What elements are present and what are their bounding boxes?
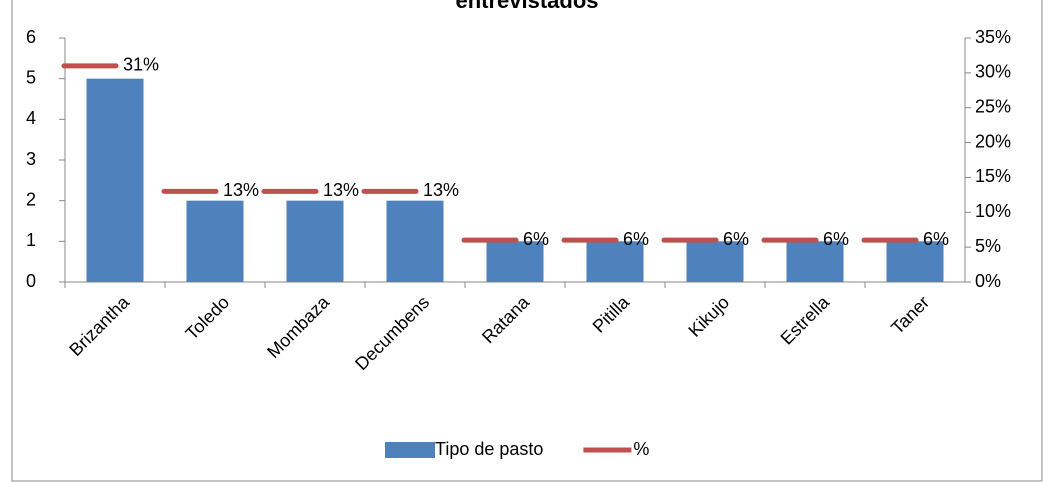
data-label: 6%: [523, 229, 549, 249]
bar: [486, 241, 544, 282]
bar: [686, 241, 744, 282]
bar: [186, 200, 244, 282]
bar: [86, 78, 144, 283]
y2-tick-label: 5%: [975, 236, 1001, 256]
y-tick-label: 3: [26, 149, 36, 169]
y-tick-label: 4: [26, 108, 36, 128]
bar: [286, 200, 344, 282]
data-label: 6%: [623, 229, 649, 249]
y2-tick-label: 35%: [975, 27, 1011, 47]
y2-tick-label: 15%: [975, 166, 1011, 186]
y2-tick-label: 30%: [975, 62, 1011, 82]
bar: [386, 200, 444, 282]
bar: [886, 241, 944, 282]
data-label: 13%: [223, 180, 259, 200]
y-tick-label: 2: [26, 189, 36, 209]
data-label: 6%: [723, 229, 749, 249]
data-label: 13%: [323, 180, 359, 200]
chart-title: entrevistados: [455, 0, 598, 13]
data-label: 31%: [123, 55, 159, 75]
bar: [586, 241, 644, 282]
y-tick-label: 0: [26, 271, 36, 291]
y2-tick-label: 20%: [975, 131, 1011, 151]
y2-tick-label: 25%: [975, 96, 1011, 116]
y-tick-label: 5: [26, 67, 36, 87]
y-tick-label: 1: [26, 230, 36, 250]
bar: [786, 241, 844, 282]
data-label: 6%: [923, 229, 949, 249]
legend-swatch: [385, 442, 435, 458]
y-tick-label: 6: [26, 27, 36, 47]
data-label: 13%: [423, 180, 459, 200]
data-label: 6%: [823, 229, 849, 249]
legend-label: Tipo de pasto: [435, 439, 543, 459]
y2-tick-label: 0%: [975, 271, 1001, 291]
legend-label: %: [633, 439, 649, 459]
y2-tick-label: 10%: [975, 201, 1011, 221]
